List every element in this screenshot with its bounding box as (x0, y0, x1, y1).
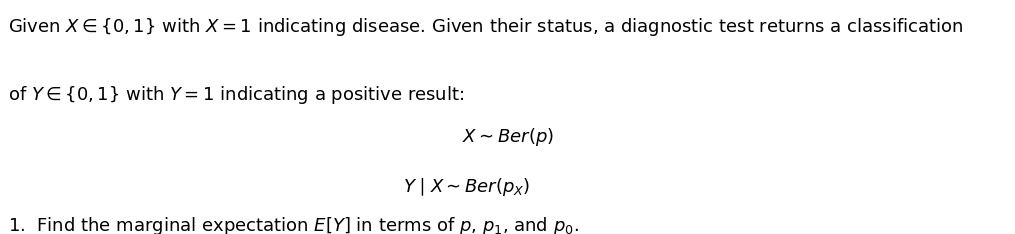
Text: of $Y \in \{0, 1\}$ with $Y = 1$ indicating a positive result:: of $Y \in \{0, 1\}$ with $Y = 1$ indicat… (8, 84, 465, 106)
Text: $Y \mid X \sim \mathit{Ber}(p_X)$: $Y \mid X \sim \mathit{Ber}(p_X)$ (403, 176, 531, 197)
Text: 1.  Find the marginal expectation $E[Y]$ in terms of $p$, $p_1$, and $p_0$.: 1. Find the marginal expectation $E[Y]$ … (8, 215, 579, 234)
Text: $X \sim \mathit{Ber}(p)$: $X \sim \mathit{Ber}(p)$ (462, 126, 553, 148)
Text: Given $X \in \{0, 1\}$ with $X = 1$ indicating disease. Given their status, a di: Given $X \in \{0, 1\}$ with $X = 1$ indi… (8, 16, 963, 38)
